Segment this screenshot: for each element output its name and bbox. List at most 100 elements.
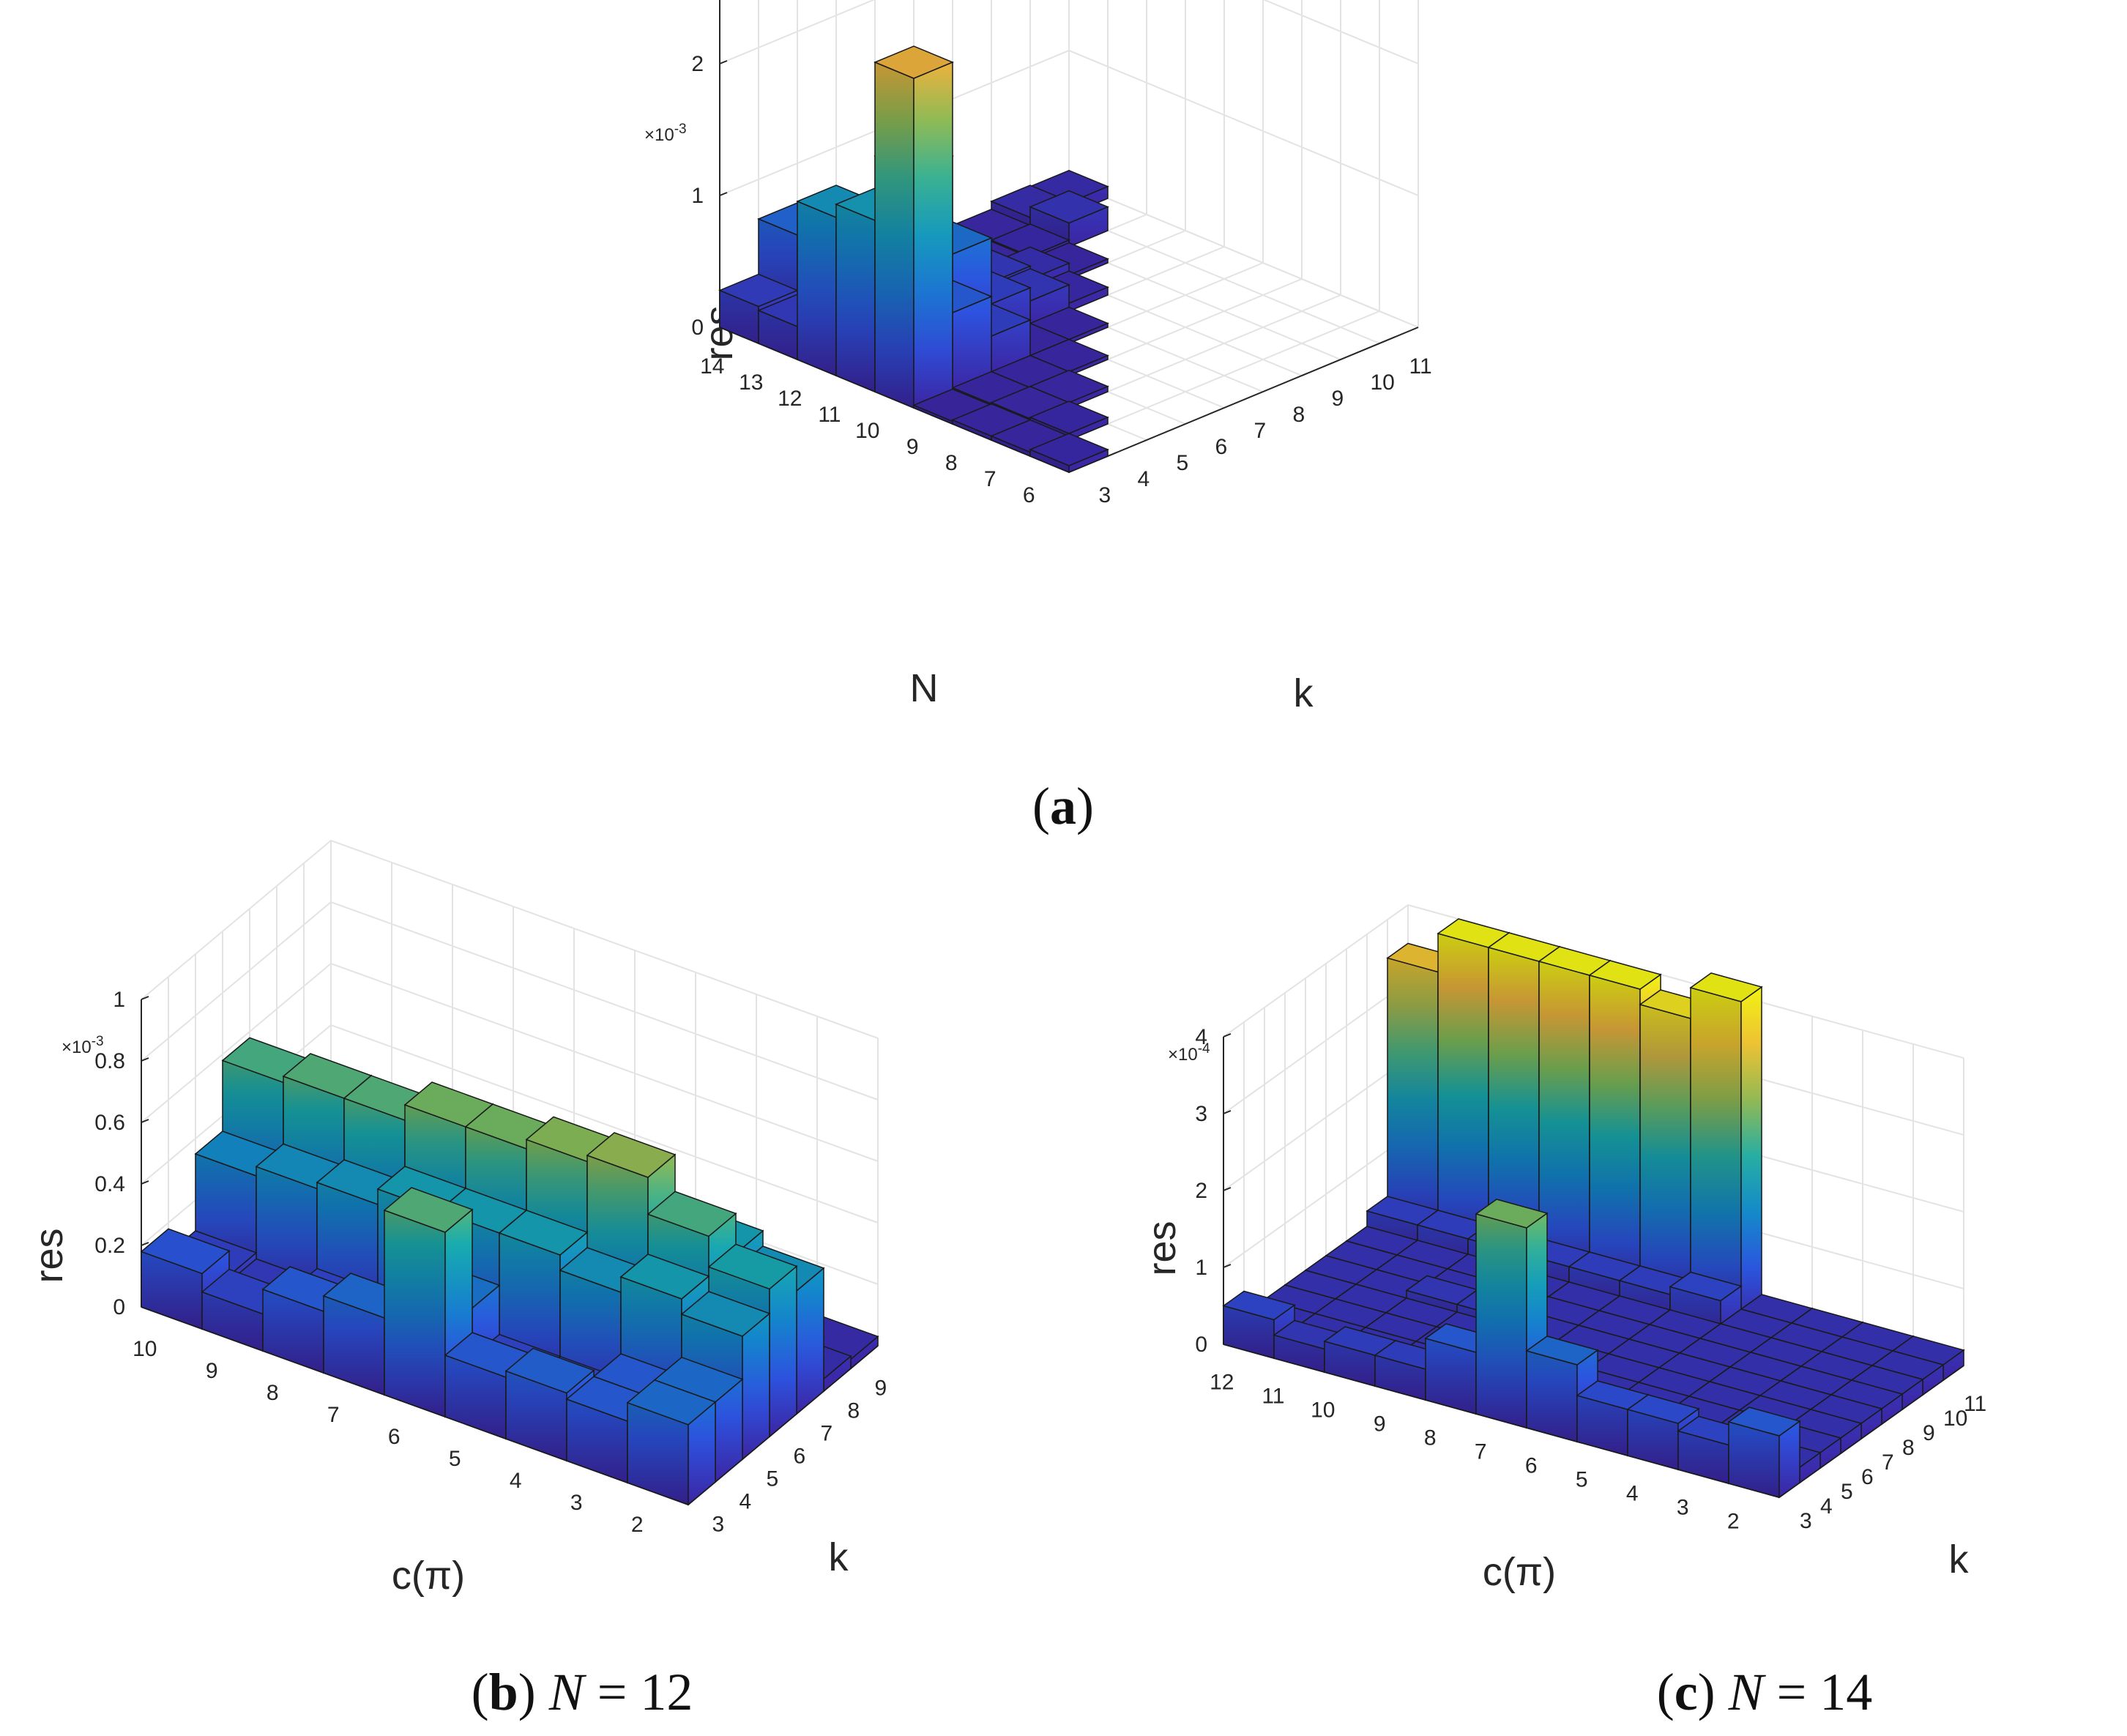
z-tick	[141, 1119, 149, 1123]
bar-top-face	[990, 223, 1070, 257]
z-tick-label: 0.4	[94, 1172, 125, 1196]
axes: 00.20.40.60.8123456789103456789res×10-3c…	[27, 988, 887, 1598]
caption-c: (c) N = 14	[1657, 1663, 1873, 1721]
col-tick-label: 4	[740, 1490, 752, 1514]
col-tick-label: 5	[1841, 1480, 1853, 1504]
row-tick-label: 8	[945, 451, 958, 475]
row-tick-label: 3	[570, 1491, 583, 1515]
z-tick-label: 2	[1195, 1179, 1207, 1203]
bar-right-face	[769, 1264, 797, 1438]
wall-grid-line	[141, 839, 879, 1039]
z-tick-label: 1	[113, 988, 125, 1012]
bar-top-face	[1525, 1335, 1599, 1366]
col-axis-line	[1068, 327, 1419, 473]
row-tick-label: 10	[1311, 1398, 1335, 1423]
bar-top-face	[504, 1347, 595, 1394]
z-tick-label: 4	[1195, 1025, 1207, 1049]
bar-top-face	[626, 1379, 717, 1426]
z-tick-label: 0	[691, 316, 704, 340]
bar-top-face	[1029, 190, 1109, 224]
bars	[1222, 918, 1965, 1499]
bar-top-face	[1588, 960, 1662, 990]
z-tick	[141, 1242, 149, 1246]
plot-b: 00.20.40.60.8123456789103456789res×10-3c…	[27, 839, 887, 1598]
col-tick-label: 3	[712, 1513, 725, 1537]
z-scale-exponent: -3	[674, 122, 687, 137]
bar-top-face	[383, 1187, 474, 1233]
bar-left-face	[1437, 933, 1489, 1256]
col-tick-label: 9	[1923, 1421, 1935, 1445]
bars	[718, 45, 1109, 474]
bar	[1689, 972, 1763, 1326]
row-tick-label: 9	[906, 435, 919, 459]
row-tick-label: 9	[206, 1359, 218, 1383]
col-tick-label: 11	[1409, 354, 1432, 379]
z-tick	[141, 996, 149, 1000]
bar-top-face	[647, 1191, 737, 1237]
z-tick	[719, 192, 728, 196]
col-tick-label: 10	[1371, 370, 1395, 395]
col-tick-label: 6	[794, 1445, 806, 1469]
bar-left-face	[384, 1209, 446, 1418]
z-tick	[1223, 1033, 1232, 1037]
row-tick-label: 5	[449, 1447, 461, 1471]
z-scale-exponent: -4	[1198, 1041, 1210, 1057]
plot-c: 012342345678910111234567891011res×10-4c(…	[1140, 904, 1986, 1594]
plot-a: 01236789101112131434567891011res×10-3Nk	[644, 0, 1432, 715]
z-tick-label: 0.8	[94, 1049, 125, 1073]
z-scale-label: ×10-4	[1168, 1041, 1210, 1065]
bar-top-face	[1029, 401, 1109, 434]
col-tick-label: 4	[1820, 1494, 1833, 1519]
row-tick-label: 13	[739, 370, 763, 395]
row-tick-label: 11	[1262, 1385, 1284, 1409]
bar-left-face	[1639, 1004, 1691, 1311]
col-tick-label: 8	[1293, 403, 1305, 427]
row-tick-label: 2	[631, 1513, 644, 1537]
bar-left-face	[1589, 975, 1641, 1297]
row-tick-label: 7	[327, 1403, 340, 1427]
row-tick-label: 8	[1424, 1426, 1437, 1450]
bar-top-face	[1475, 1199, 1549, 1229]
caption-b: (b) N = 12	[472, 1663, 693, 1721]
row-tick-label: 7	[984, 467, 997, 491]
row-tick-label: 5	[1576, 1468, 1588, 1492]
z-axis-label: res	[1140, 1221, 1184, 1275]
z-tick-label: 1	[1195, 1256, 1207, 1280]
col-tick-label: 3	[1099, 483, 1111, 507]
col-tick-label: 7	[821, 1422, 833, 1446]
bar-top-face	[1222, 1290, 1296, 1321]
col-tick-label: 9	[1332, 387, 1344, 411]
col-axis-label: k	[1949, 1538, 1970, 1582]
row-tick-label: 3	[1677, 1496, 1689, 1520]
bar-right-face	[913, 61, 953, 409]
col-tick-label: 4	[1138, 467, 1150, 491]
bar	[1029, 433, 1109, 474]
z-scale-exponent: -3	[92, 1034, 104, 1049]
z-tick-label: 0.2	[94, 1234, 125, 1258]
bar-left-face	[1526, 1350, 1578, 1442]
bars	[140, 1037, 879, 1506]
col-tick-label: 7	[1254, 419, 1267, 443]
row-tick-label: 8	[267, 1381, 279, 1405]
bar-top-face	[586, 1132, 677, 1178]
bar-left-face	[835, 203, 876, 393]
z-axis-label: res	[27, 1228, 71, 1283]
row-tick-label: 6	[1023, 483, 1035, 507]
row-tick-label: 10	[855, 419, 879, 443]
row-axis-label: c(π)	[392, 1554, 465, 1598]
row-tick-label: 2	[1727, 1510, 1740, 1534]
z-tick	[141, 1180, 149, 1185]
z-tick-label: 0.6	[94, 1111, 125, 1135]
bar-top-face	[680, 1291, 771, 1337]
z-tick-label: 0	[1195, 1333, 1207, 1357]
bar	[626, 1379, 717, 1506]
z-tick	[1223, 1187, 1232, 1191]
bar-left-face	[797, 200, 837, 377]
row-tick-label: 9	[1374, 1412, 1386, 1437]
col-tick-label: 6	[1861, 1465, 1874, 1489]
col-tick-label: 8	[848, 1399, 860, 1423]
z-scale-label: ×10-3	[644, 122, 687, 145]
bar-top-face	[1669, 1271, 1743, 1302]
bar	[873, 45, 954, 409]
